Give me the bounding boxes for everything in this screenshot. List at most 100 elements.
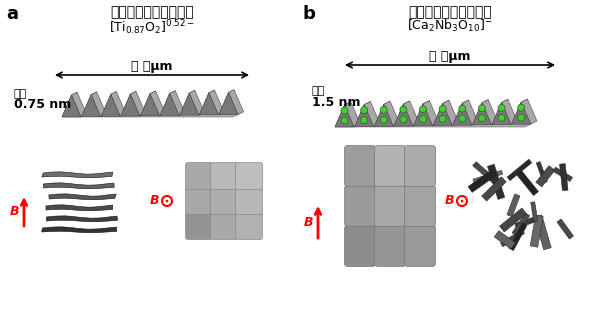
FancyBboxPatch shape [235, 188, 263, 214]
Text: 幅 数μm: 幅 数μm [429, 50, 471, 63]
Polygon shape [530, 202, 538, 222]
Polygon shape [91, 92, 106, 117]
Polygon shape [140, 94, 160, 116]
Polygon shape [507, 159, 532, 181]
Polygon shape [41, 227, 117, 233]
Circle shape [498, 104, 505, 112]
Polygon shape [534, 215, 551, 250]
Polygon shape [170, 91, 185, 116]
Polygon shape [62, 95, 81, 117]
Polygon shape [189, 90, 205, 115]
Polygon shape [560, 163, 568, 191]
FancyBboxPatch shape [374, 146, 406, 187]
FancyBboxPatch shape [404, 226, 436, 266]
Polygon shape [468, 169, 497, 193]
FancyBboxPatch shape [185, 213, 212, 239]
Polygon shape [394, 104, 413, 126]
Polygon shape [180, 93, 199, 115]
Text: B: B [149, 194, 159, 208]
Polygon shape [101, 91, 116, 116]
Polygon shape [494, 231, 515, 249]
Polygon shape [500, 208, 527, 232]
Polygon shape [199, 93, 218, 115]
Polygon shape [43, 183, 114, 189]
Polygon shape [180, 90, 195, 115]
Polygon shape [517, 171, 538, 196]
Polygon shape [335, 102, 351, 127]
Text: 幅 数μm: 幅 数μm [131, 60, 173, 73]
FancyBboxPatch shape [185, 188, 212, 214]
Polygon shape [433, 100, 449, 125]
Polygon shape [492, 103, 511, 125]
Circle shape [478, 115, 485, 122]
FancyBboxPatch shape [404, 146, 436, 187]
Polygon shape [71, 92, 86, 117]
Polygon shape [500, 230, 524, 247]
Polygon shape [512, 99, 527, 124]
Polygon shape [482, 177, 506, 201]
Circle shape [459, 105, 466, 112]
Polygon shape [530, 215, 543, 247]
Polygon shape [403, 101, 419, 126]
Circle shape [439, 115, 446, 122]
Polygon shape [42, 172, 113, 178]
Polygon shape [219, 92, 238, 115]
Polygon shape [507, 194, 520, 217]
Polygon shape [374, 101, 390, 126]
Polygon shape [344, 102, 360, 127]
Circle shape [341, 117, 348, 124]
Circle shape [380, 116, 387, 123]
FancyBboxPatch shape [211, 188, 238, 214]
FancyBboxPatch shape [344, 226, 376, 266]
Circle shape [162, 196, 172, 206]
Polygon shape [502, 99, 517, 125]
Polygon shape [394, 101, 410, 126]
Circle shape [166, 200, 168, 202]
Polygon shape [473, 162, 498, 185]
Text: 厚み: 厚み [14, 89, 27, 99]
Polygon shape [219, 90, 234, 115]
FancyBboxPatch shape [344, 185, 376, 226]
Polygon shape [111, 91, 126, 116]
Text: 酸化ニオブナノシート: 酸化ニオブナノシート [408, 5, 492, 19]
Circle shape [419, 116, 427, 123]
Circle shape [461, 200, 463, 202]
Polygon shape [492, 99, 508, 125]
Polygon shape [46, 216, 118, 222]
Polygon shape [515, 217, 536, 228]
Polygon shape [140, 91, 155, 116]
Polygon shape [160, 93, 179, 116]
Polygon shape [364, 102, 380, 127]
Polygon shape [160, 91, 175, 116]
Polygon shape [413, 104, 433, 126]
Polygon shape [557, 219, 574, 239]
Polygon shape [150, 91, 165, 116]
Polygon shape [82, 95, 101, 117]
FancyBboxPatch shape [185, 163, 212, 189]
Text: 厚み: 厚み [312, 86, 325, 96]
Polygon shape [374, 104, 393, 126]
Text: 1.5 nm: 1.5 nm [312, 95, 361, 108]
Polygon shape [413, 101, 430, 126]
Circle shape [400, 116, 407, 123]
Polygon shape [536, 162, 547, 183]
Polygon shape [472, 99, 488, 125]
Polygon shape [384, 101, 400, 126]
Text: 酸化チタンナノシート: 酸化チタンナノシート [110, 5, 194, 19]
Polygon shape [49, 194, 116, 200]
Polygon shape [199, 90, 214, 115]
Circle shape [518, 104, 524, 111]
FancyBboxPatch shape [235, 213, 263, 239]
Polygon shape [335, 105, 354, 127]
Polygon shape [462, 100, 478, 125]
Circle shape [419, 106, 427, 113]
Circle shape [439, 105, 446, 112]
Circle shape [498, 114, 505, 121]
Polygon shape [130, 91, 145, 116]
Polygon shape [433, 104, 452, 125]
Circle shape [457, 196, 467, 206]
Polygon shape [423, 101, 439, 126]
FancyBboxPatch shape [374, 226, 406, 266]
FancyBboxPatch shape [404, 185, 436, 226]
Polygon shape [482, 99, 498, 125]
